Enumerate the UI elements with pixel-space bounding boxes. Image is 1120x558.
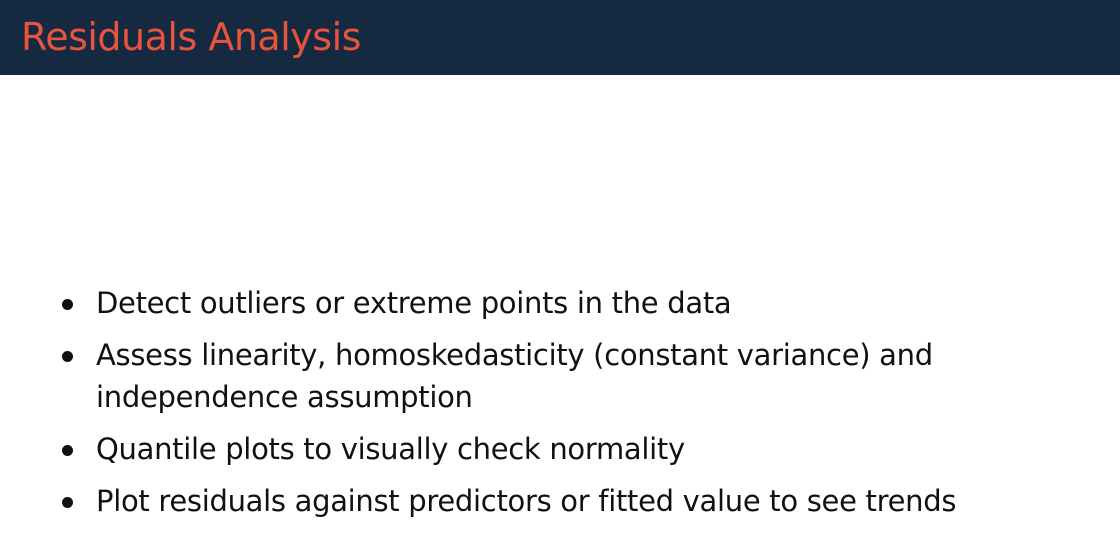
title-bar: Residuals Analysis: [0, 0, 1120, 75]
bullet-item: Quantile plots to visually check normali…: [58, 428, 1098, 470]
bullet-item: Assess linearity, homoskedasticity (cons…: [58, 334, 1098, 418]
bullet-list: Detect outliers or extreme points in the…: [58, 282, 1098, 532]
slide-title: Residuals Analysis: [21, 15, 361, 59]
bullet-text: Plot residuals against predictors or fit…: [96, 484, 957, 518]
bullet-text: Assess linearity, homoskedasticity (cons…: [96, 338, 933, 414]
bullet-text: Detect outliers or extreme points in the…: [96, 286, 732, 320]
bullet-text: Quantile plots to visually check normali…: [96, 432, 685, 466]
bullet-dot-icon: [62, 497, 73, 508]
bullet-dot-icon: [62, 351, 73, 362]
bullet-dot-icon: [62, 445, 73, 456]
bullet-item: Detect outliers or extreme points in the…: [58, 282, 1098, 324]
bullet-dot-icon: [62, 299, 73, 310]
bullet-item: Plot residuals against predictors or fit…: [58, 480, 1098, 522]
